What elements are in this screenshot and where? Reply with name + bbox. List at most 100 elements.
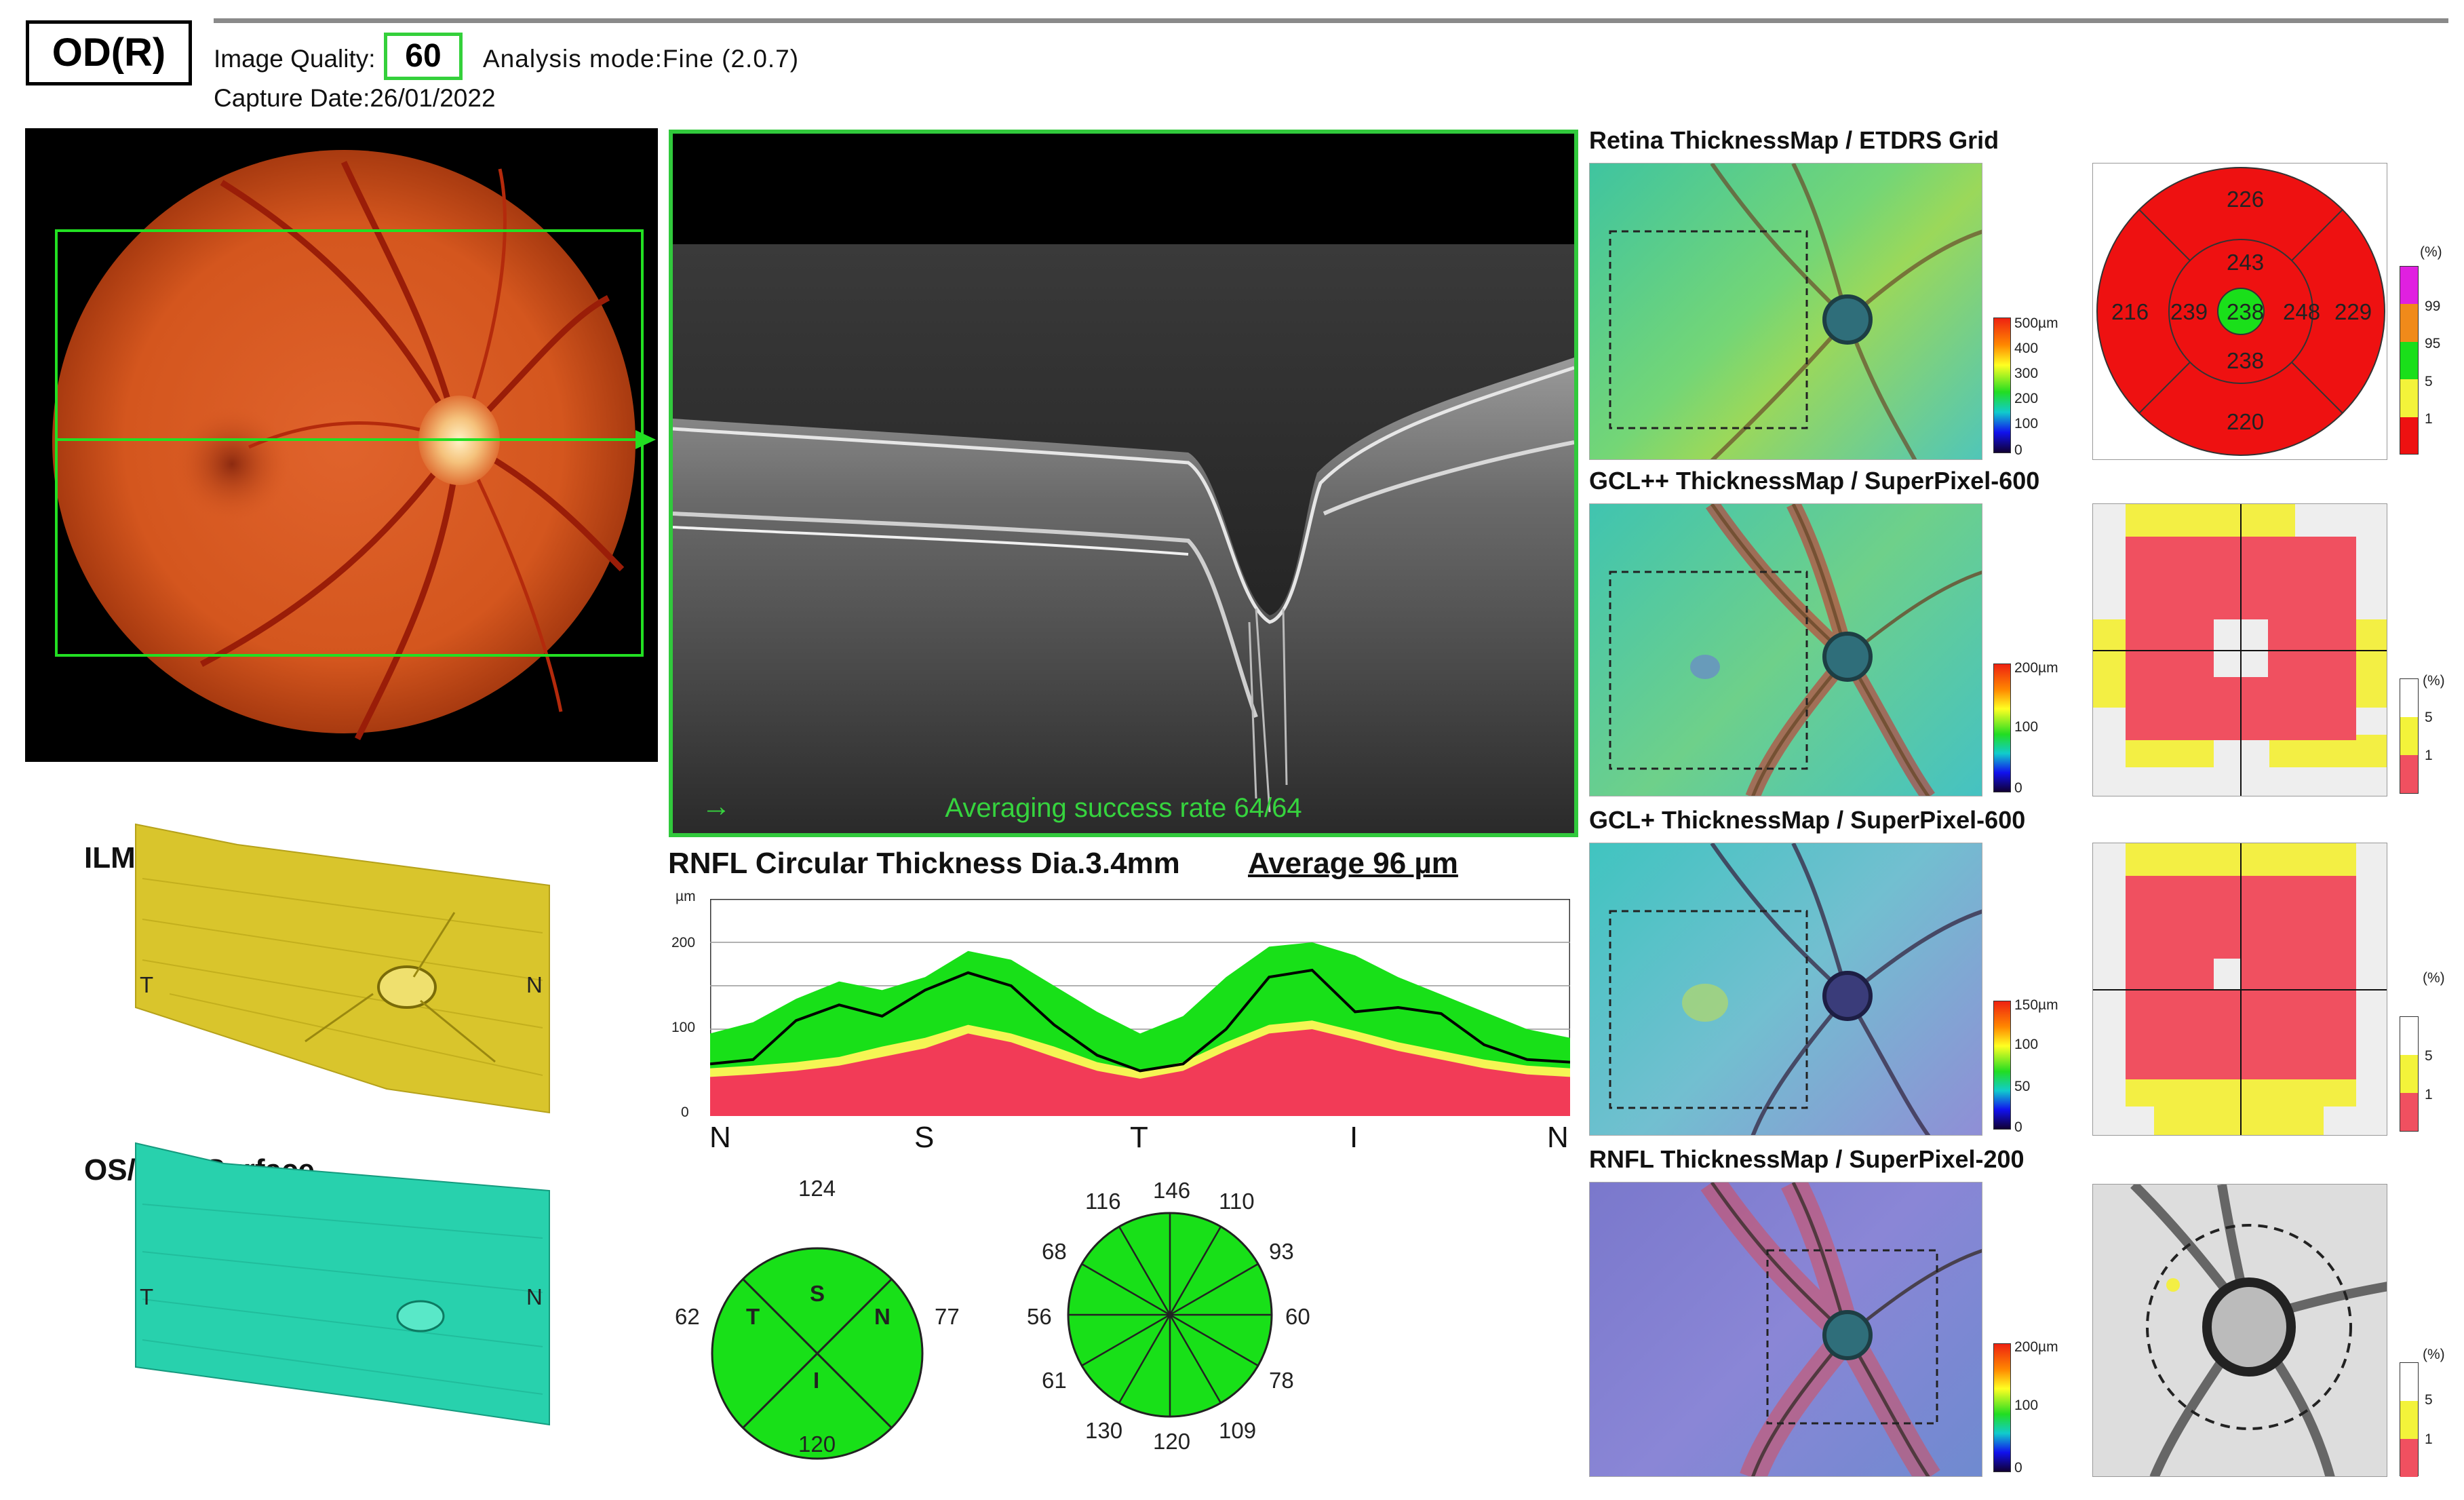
rnfl-legend-5: 5 [2425, 1392, 2433, 1408]
gclpp-superpixel-panel [2092, 503, 2387, 796]
image-quality-value: 60 [384, 33, 463, 80]
etdrs-grid-panel [2092, 163, 2387, 460]
gclpp-legend-unit: (%) [2423, 673, 2445, 689]
retina-colorbar-label-2: 300 [2014, 366, 2039, 381]
xtick-nasal-start: N [709, 1121, 731, 1154]
quadrant-pie [711, 1247, 924, 1460]
clock-4-value: 78 [1269, 1368, 1294, 1393]
retina-colorbar [1993, 318, 2011, 453]
quadrant-letter-i: I [813, 1368, 820, 1393]
eye-indicator: OD(R) [26, 20, 192, 85]
etdrs-outer-inferior: 220 [2227, 409, 2265, 434]
etdrs-outer-nasal: 229 [2334, 299, 2372, 324]
patient-thickness-line [710, 968, 1570, 1073]
etdrs-legend-unit: (%) [2420, 244, 2442, 260]
retina-colorbar-label-1: 400 [2014, 341, 2039, 356]
gclp-legend-unit: (%) [2423, 970, 2445, 986]
rnfl-colorbar-label-0: 200µm [2014, 1339, 2058, 1355]
etdrs-inner-superior: 243 [2227, 250, 2265, 275]
capture-date: Capture Date:26/01/2022 [214, 84, 496, 112]
etdrs-legend-99: 99 [2425, 299, 2441, 314]
quadrant-nasal-value: 77 [935, 1304, 960, 1329]
gclpp-legend-5: 5 [2425, 710, 2433, 725]
rnfl-legend-unit: (%) [2423, 1347, 2445, 1362]
gclp-colorbar-label-3: 0 [2014, 1119, 2022, 1135]
oct-bscan: → Averaging success rate 64/64 [669, 130, 1578, 837]
clock-hour-pie [1067, 1212, 1273, 1418]
quadrant-temporal-value: 62 [675, 1304, 700, 1329]
clock-3-value: 60 [1285, 1304, 1310, 1329]
retina-colorbar-label-5: 0 [2014, 442, 2022, 458]
ilm-nasal-label: N [526, 972, 543, 997]
rnfl-average: Average 96 µm [1248, 847, 1458, 880]
gclp-map-title: GCL+ ThicknessMap / SuperPixel-600 [1589, 806, 2026, 834]
clock-11-value: 116 [1085, 1189, 1121, 1214]
clock-8-value: 61 [1042, 1368, 1067, 1393]
rnfl-colorbar-label-2: 0 [2014, 1460, 2022, 1476]
retina-map-title: Retina ThicknessMap / ETDRS Grid [1589, 126, 1999, 154]
oct-bscan-image [673, 134, 1574, 833]
gclpp-legend-1: 1 [2425, 748, 2433, 763]
clock-9-value: 56 [1027, 1304, 1052, 1329]
etdrs-inner-inferior: 238 [2227, 348, 2265, 373]
rnfl-ytick-100: 100 [671, 1020, 696, 1035]
fundus-image [52, 150, 656, 741]
clock-1-value: 110 [1219, 1189, 1255, 1214]
quadrant-inferior-value: 120 [798, 1431, 836, 1457]
retina-thickness-map [1589, 163, 1982, 460]
gclpp-map-title: GCL++ ThicknessMap / SuperPixel-600 [1589, 467, 2040, 495]
clock-2-value: 93 [1269, 1239, 1294, 1264]
gclp-colorbar [1993, 1001, 2011, 1130]
xtick-inferior: I [1350, 1121, 1358, 1154]
normative-band-red-band-upper [710, 1029, 1570, 1116]
gclp-legend-5: 5 [2425, 1048, 2433, 1064]
gclp-percentile-legend [2400, 1016, 2419, 1132]
averaging-rate: Averaging success rate 64/64 [945, 793, 1302, 823]
rpe-nasal-label: N [526, 1284, 543, 1309]
clock-5-value: 109 [1219, 1418, 1257, 1443]
etdrs-legend-95: 95 [2425, 336, 2441, 351]
clock-12-value: 146 [1153, 1178, 1191, 1203]
analysis-mode: Analysis mode:Fine (2.0.7) [483, 45, 800, 73]
etdrs-outer-temporal: 216 [2111, 299, 2149, 324]
rnfl-colorbar-label-1: 100 [2014, 1398, 2039, 1413]
etdrs-outer-superior: 226 [2227, 187, 2265, 212]
clock-7-value: 130 [1085, 1418, 1123, 1443]
etdrs-inner-nasal: 248 [2283, 299, 2321, 324]
ilm-surface-render [135, 823, 550, 1114]
gclpp-thickness-map [1589, 503, 1982, 796]
gclpp-colorbar-label-2: 0 [2014, 780, 2022, 796]
gclp-legend-1: 1 [2425, 1087, 2433, 1102]
rnfl-disc-panel [2092, 1184, 2387, 1477]
quadrant-letter-s: S [810, 1281, 825, 1306]
rnfl-chart-title: RNFL Circular Thickness Dia.3.4mm [668, 847, 1180, 880]
rnfl-percentile-legend [2400, 1362, 2419, 1477]
header-rule [214, 18, 2448, 23]
gclpp-colorbar [1993, 664, 2011, 792]
rnfl-colorbar [1993, 1343, 2011, 1472]
fundus-photo [25, 128, 658, 762]
etdrs-legend-5: 5 [2425, 374, 2433, 389]
scan-direction-arrow: → [701, 790, 731, 823]
etdrs-center: 238 [2227, 299, 2265, 324]
rnfl-ytick-0: 0 [681, 1104, 689, 1120]
rnfl-ytick-200: 200 [671, 935, 696, 950]
gclpp-colorbar-label-0: 200µm [2014, 660, 2058, 676]
etdrs-percentile-legend [2400, 266, 2419, 455]
xtick-superior: S [914, 1121, 935, 1154]
gclp-colorbar-label-0: 150µm [2014, 997, 2058, 1013]
rpe-surface-render [135, 1142, 550, 1426]
retina-colorbar-label-4: 100 [2014, 416, 2039, 431]
quadrant-letter-n: N [874, 1304, 891, 1329]
retina-colorbar-label-3: 200 [2014, 391, 2039, 406]
quadrant-letter-t: T [746, 1304, 760, 1329]
gclp-colorbar-label-1: 100 [2014, 1037, 2039, 1052]
gclpp-percentile-legend [2400, 678, 2419, 794]
quadrant-superior-value: 124 [798, 1176, 836, 1201]
rnfl-map-title: RNFL ThicknessMap / SuperPixel-200 [1589, 1145, 2025, 1173]
clock-10-value: 68 [1042, 1239, 1067, 1264]
rnfl-thickness-chart [710, 899, 1570, 1116]
gclp-colorbar-label-2: 50 [2014, 1079, 2031, 1094]
clock-6-value: 120 [1153, 1429, 1191, 1454]
rnfl-thickness-map [1589, 1182, 1982, 1477]
